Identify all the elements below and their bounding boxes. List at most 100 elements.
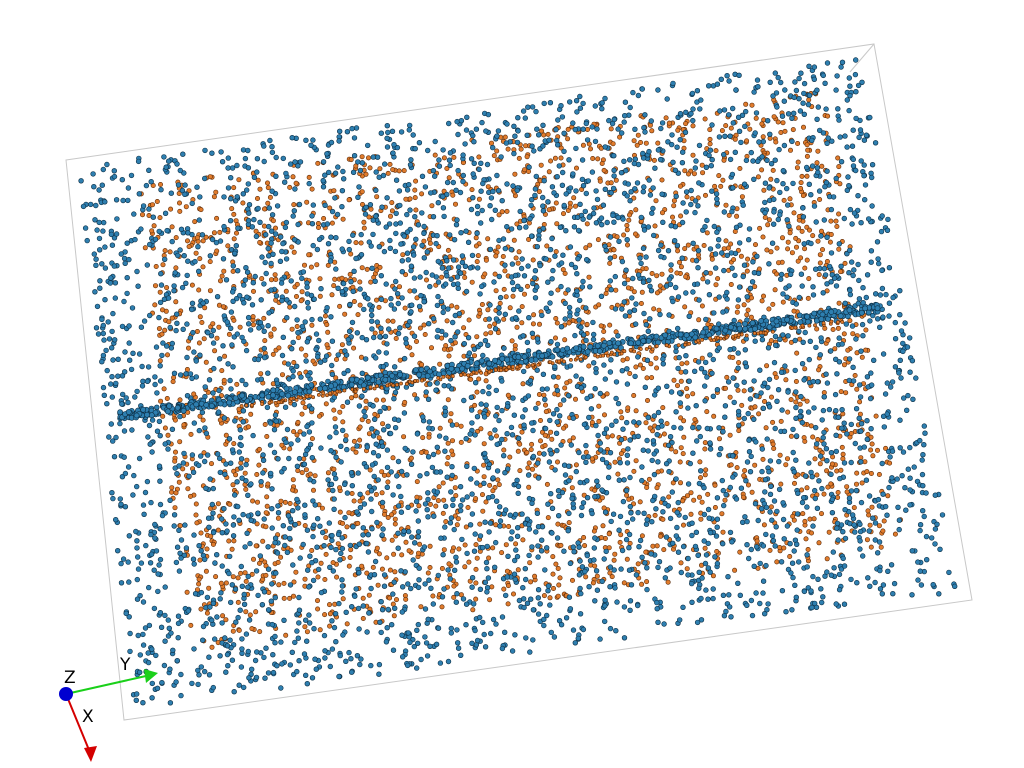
particle-b	[444, 166, 450, 172]
particle-b	[626, 217, 632, 223]
particle-a	[620, 426, 626, 432]
particle-a	[497, 523, 503, 529]
particle-b	[387, 213, 393, 219]
particle-a	[425, 490, 431, 496]
particle-a	[841, 215, 847, 222]
particle-b	[171, 375, 177, 381]
particle-a	[411, 288, 418, 294]
particle-a	[282, 534, 288, 540]
particle-b	[390, 167, 396, 173]
particle-b	[876, 523, 882, 529]
particle-a	[294, 317, 300, 323]
particle-b	[291, 249, 297, 255]
particle-b	[380, 421, 386, 427]
particle-a	[850, 378, 857, 384]
particle-a	[767, 509, 773, 515]
particle-a	[757, 600, 763, 607]
particle-a	[261, 516, 267, 522]
particle-a	[551, 634, 558, 640]
particle-b	[505, 583, 511, 589]
particle-b	[325, 470, 331, 476]
particle-b	[329, 220, 335, 226]
particle-b	[441, 547, 447, 553]
particle-a	[108, 421, 115, 427]
particle-a	[932, 492, 938, 498]
particle-b	[799, 228, 805, 234]
particle-b	[519, 320, 525, 326]
particle-a	[240, 408, 247, 414]
particle-a	[921, 423, 927, 429]
particle-b	[309, 547, 315, 553]
particle-b	[483, 378, 489, 384]
particle-b	[337, 409, 343, 415]
particle-a	[266, 205, 272, 211]
particle-a	[239, 583, 246, 589]
particle-b	[474, 555, 480, 561]
particle-b	[265, 200, 271, 206]
particle-a	[135, 566, 142, 572]
particle-a	[290, 562, 296, 568]
particle-b	[255, 196, 261, 202]
particle-a	[639, 464, 645, 470]
particle-b	[218, 580, 224, 586]
particle-a	[547, 491, 554, 497]
particle-b	[236, 627, 242, 633]
particle-b	[822, 325, 828, 331]
particle-b	[804, 153, 810, 159]
particle-a	[273, 173, 279, 180]
particle-a	[209, 617, 215, 623]
particle-a	[524, 600, 531, 606]
particle-b	[737, 166, 743, 172]
particle-b	[761, 522, 767, 528]
particle-a	[900, 395, 907, 401]
particle-b	[159, 331, 165, 337]
particle-b	[777, 544, 783, 550]
particle-a	[398, 509, 405, 515]
particle-a	[618, 437, 625, 443]
particle-a	[443, 435, 449, 441]
particle-a	[726, 592, 732, 598]
particle-b	[525, 465, 531, 471]
particle-a	[730, 120, 736, 126]
particle-a	[744, 294, 750, 300]
particle-b	[722, 385, 728, 391]
particle-b	[423, 277, 429, 283]
particle-b	[643, 266, 649, 272]
particle-a	[755, 517, 761, 524]
particle-b	[302, 624, 308, 630]
particle-b	[814, 472, 820, 478]
particle-a	[244, 530, 250, 536]
particle-b	[549, 436, 555, 442]
particle-a	[816, 127, 823, 134]
particle-b	[863, 327, 869, 333]
particle-b	[752, 284, 758, 290]
particle-a	[875, 256, 881, 262]
particle-b	[209, 644, 215, 650]
particle-b	[814, 160, 820, 166]
particle-a	[101, 392, 108, 398]
particle-a	[333, 429, 339, 436]
particle-a	[765, 384, 771, 391]
particle-a	[126, 256, 132, 263]
particle-b	[403, 196, 409, 202]
particle-a	[104, 401, 110, 407]
particle-a	[556, 163, 562, 169]
particle-b	[359, 189, 365, 195]
particle-a	[353, 586, 359, 592]
particle-a	[819, 485, 825, 492]
particle-a	[236, 517, 242, 523]
particle-a	[302, 502, 308, 508]
particle-b	[821, 491, 827, 497]
particle-a	[917, 437, 923, 444]
particle-a	[449, 422, 456, 428]
particle-a	[443, 332, 449, 338]
particle-b	[401, 168, 407, 174]
particle-b	[502, 134, 508, 140]
particle-a	[693, 158, 699, 164]
particle-b	[720, 177, 726, 183]
particle-a	[178, 692, 184, 699]
particle-a	[900, 449, 907, 455]
particle-a	[623, 267, 629, 273]
